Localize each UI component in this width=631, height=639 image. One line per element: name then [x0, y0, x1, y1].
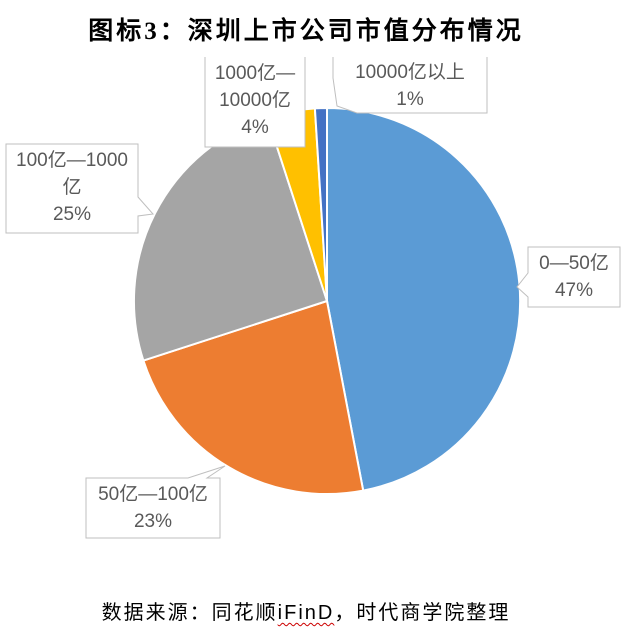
data-label-value: 25%: [52, 204, 92, 225]
data-label-value: 47%: [554, 280, 594, 301]
data-label-name: 10000亿以上: [355, 62, 465, 83]
pie-slice-4: [313, 107, 328, 302]
source-prefix: 数据来源：同花顺: [101, 602, 278, 624]
data-label-value: 1%: [396, 89, 424, 110]
callout-box-47pct: [516, 246, 621, 308]
callout-box-23pct: [85, 465, 226, 539]
callout-box-4pct: [204, 57, 306, 148]
data-label-name: 50亿—100亿: [98, 484, 208, 505]
data-label-1000-10000yi: 1000亿—10000亿 4%: [205, 60, 305, 141]
pie-slices: [133, 107, 522, 496]
data-label-name: 0—50亿: [539, 253, 609, 274]
source-note: 数据来源：同花顺iFinD，时代商学院整理: [0, 596, 612, 625]
data-label-50-100yi: 50亿—100亿 23%: [86, 481, 220, 535]
source-suffix: ，时代商学院整理: [334, 602, 511, 624]
chart-title: 图标3：深圳上市公司市值分布情况: [88, 18, 524, 45]
callout-box-1pct: [332, 57, 488, 114]
callout-box-25pct: [5, 143, 154, 234]
source-ifind: iFinD: [277, 602, 335, 624]
data-label-value: 4%: [241, 117, 269, 138]
data-label-100-1000yi: 100亿—1000亿 25%: [10, 147, 134, 228]
data-label-value: 23%: [133, 511, 173, 532]
data-label-0-50yi: 0—50亿 47%: [528, 250, 620, 304]
pie-slice-1: [142, 300, 365, 496]
data-label-name: 100亿—1000亿: [16, 150, 128, 198]
pie-slice-0: [326, 107, 522, 492]
data-label-name: 1000亿—10000亿: [214, 63, 296, 111]
data-label-over-10000yi: 10000亿以上 1%: [333, 59, 487, 113]
